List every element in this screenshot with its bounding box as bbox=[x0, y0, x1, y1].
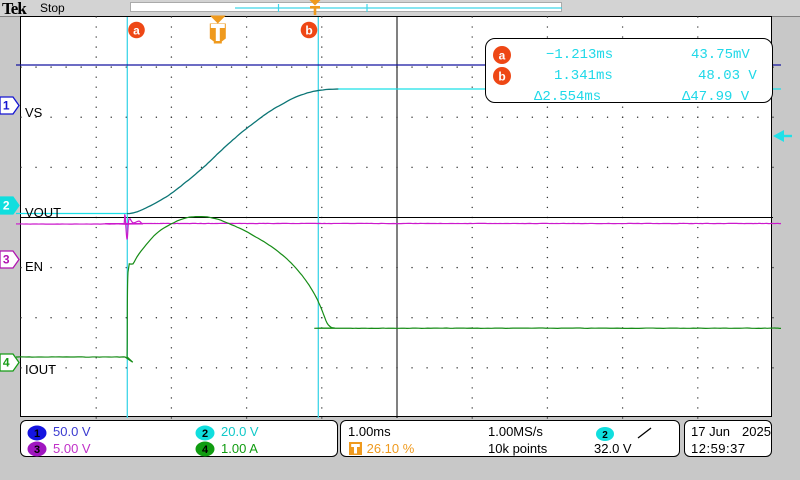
svg-text:3: 3 bbox=[34, 444, 40, 456]
svg-text:1: 1 bbox=[34, 428, 40, 440]
svg-text:2: 2 bbox=[202, 428, 208, 440]
svg-text:a: a bbox=[499, 49, 506, 63]
svg-text:4: 4 bbox=[202, 444, 209, 456]
svg-text:3: 3 bbox=[3, 253, 10, 267]
svg-text:4: 4 bbox=[3, 356, 10, 370]
svg-text:2: 2 bbox=[602, 430, 608, 441]
svg-text:b: b bbox=[498, 70, 505, 84]
svg-text:2: 2 bbox=[3, 199, 10, 213]
svg-text:1: 1 bbox=[3, 99, 10, 113]
